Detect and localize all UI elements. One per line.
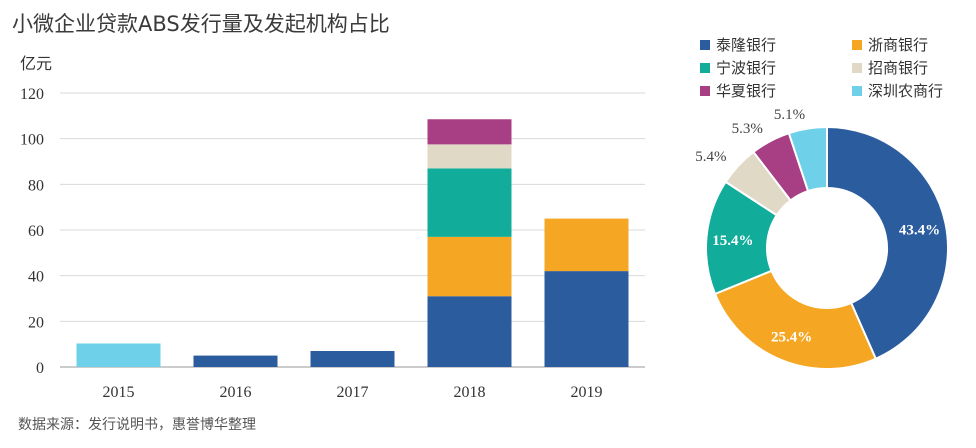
donut-slice-深圳农商行 xyxy=(787,125,828,193)
x-tick-label-2018: 2018 xyxy=(454,384,486,401)
y-axis-unit-label: 亿元 xyxy=(20,54,53,73)
legend-swatch xyxy=(852,39,862,50)
donut-label-招商银行: 5.4% xyxy=(695,149,726,165)
legend-swatch xyxy=(700,62,710,73)
legend-item-泰隆银行: 泰隆银行 xyxy=(700,34,776,55)
legend-label: 泰隆银行 xyxy=(716,36,777,54)
x-tick-label-2017: 2017 xyxy=(337,384,369,401)
y-tick-label-80: 80 xyxy=(28,177,44,194)
legend-item-宁波银行: 宁波银行 xyxy=(700,57,776,78)
bar-2019-浙商银行 xyxy=(544,218,629,272)
bar-2018-宁波银行 xyxy=(427,168,512,237)
x-tick-label-2016: 2016 xyxy=(220,384,252,401)
bar-2018-招商银行 xyxy=(427,144,512,169)
legend-label: 招商银行 xyxy=(868,59,929,77)
donut-label-泰隆银行: 43.4% xyxy=(899,223,940,239)
bar-2018-泰隆银行 xyxy=(427,296,512,367)
legend-swatch xyxy=(852,62,862,73)
legend-item-招商银行: 招商银行 xyxy=(852,57,928,78)
donut-slice-浙商银行 xyxy=(713,269,878,370)
bar-2018-浙商银行 xyxy=(427,236,512,297)
x-tick-label-2019: 2019 xyxy=(571,384,603,401)
legend-item-华夏银行: 华夏银行 xyxy=(700,80,776,101)
donut-label-浙商银行: 25.4% xyxy=(771,330,812,346)
chart-title: 小微企业贷款ABS发行量及发起机构占比 xyxy=(12,12,390,36)
bar-2016-泰隆银行 xyxy=(193,355,278,367)
y-tick-label-40: 40 xyxy=(28,269,44,286)
bar-2018-华夏银行 xyxy=(427,119,512,145)
bar-2015-深圳农商行 xyxy=(76,343,161,367)
donut-label-宁波银行: 15.4% xyxy=(712,233,753,249)
y-tick-label-120: 120 xyxy=(20,86,44,103)
legend-label: 深圳农商行 xyxy=(868,82,944,100)
bar-2019-泰隆银行 xyxy=(544,271,629,367)
y-tick-label-0: 0 xyxy=(36,360,44,377)
legend-label: 宁波银行 xyxy=(716,59,777,77)
source-note: 数据来源：发行说明书，惠誉博华整理 xyxy=(18,417,256,433)
legend-label: 浙商银行 xyxy=(868,36,929,54)
y-tick-label-20: 20 xyxy=(28,314,44,331)
donut-slice-泰隆银行 xyxy=(826,125,949,361)
y-tick-label-100: 100 xyxy=(20,132,44,149)
bar-series-marks xyxy=(76,119,629,367)
y-tick-label-60: 60 xyxy=(28,223,44,240)
bar-x-tick-labels: 2015 2016 2017 2018 2019 xyxy=(103,384,603,401)
bar-2017-泰隆银行 xyxy=(310,351,395,367)
legend-item-深圳农商行: 深圳农商行 xyxy=(852,80,943,101)
legend-swatch xyxy=(852,85,862,96)
legend-swatch xyxy=(700,85,710,96)
donut-label-深圳农商行: 5.1% xyxy=(774,107,805,123)
donut-label-华夏银行: 5.3% xyxy=(732,121,763,137)
x-tick-label-2015: 2015 xyxy=(103,384,135,401)
donut-chart: 43.4% 25.4% 15.4% 5.4% 5.3% 5.1% xyxy=(695,107,949,370)
legend-label: 华夏银行 xyxy=(716,82,777,100)
legend-swatch xyxy=(700,39,710,50)
bar-y-tick-labels: 0 20 40 60 80 100 120 xyxy=(20,86,44,377)
legend-item-浙商银行: 浙商银行 xyxy=(852,34,928,55)
